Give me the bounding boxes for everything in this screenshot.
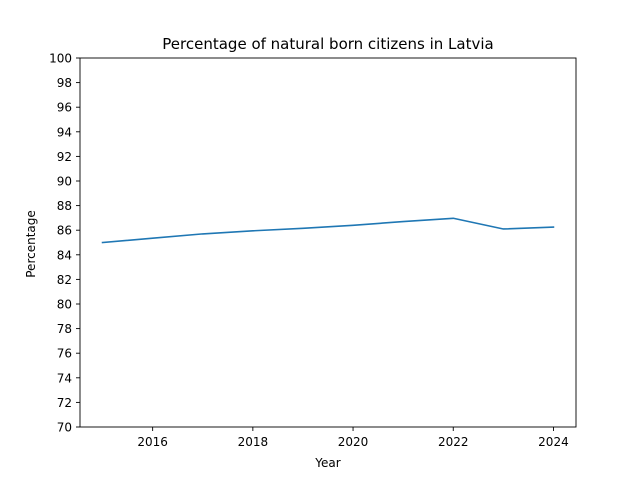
x-tick-label-2020: 2020 [338,435,369,449]
y-tick-label-88: 88 [57,199,72,213]
x-tick-label-2022: 2022 [438,435,469,449]
x-tick-label-2016: 2016 [137,435,168,449]
y-tick-label-86: 86 [57,224,72,238]
series-line-0 [101,217,555,244]
y-tick-label-90: 90 [57,175,72,189]
y-tick-label-84: 84 [57,248,72,262]
plot-frame [79,57,577,428]
y-tick-label-100: 100 [49,52,72,66]
y-tick-label-98: 98 [57,76,72,90]
plot-area: 2016 2018 2020 2022 2024 70 72 74 76 78 80 82 84 86 88… [49,52,577,449]
x-tick-label-2024: 2024 [538,435,569,449]
y-tick-label-78: 78 [57,322,72,336]
chart-title: Percentage of natural born citizens in L… [162,35,493,53]
y-tick-label-82: 82 [57,273,72,287]
y-tick-label-72: 72 [57,396,72,410]
x-tick-label-2018: 2018 [238,435,269,449]
y-tick-label-76: 76 [57,347,72,361]
y-tick-label-94: 94 [57,125,72,139]
y-tick-label-80: 80 [57,298,72,312]
y-tick-label-70: 70 [57,421,72,435]
y-tick-label-74: 74 [57,371,72,385]
y-axis-label: Percentage [24,210,38,278]
y-tick-label-92: 92 [57,150,72,164]
x-axis-label: Year [314,456,340,470]
y-tick-label-96: 96 [57,101,72,115]
